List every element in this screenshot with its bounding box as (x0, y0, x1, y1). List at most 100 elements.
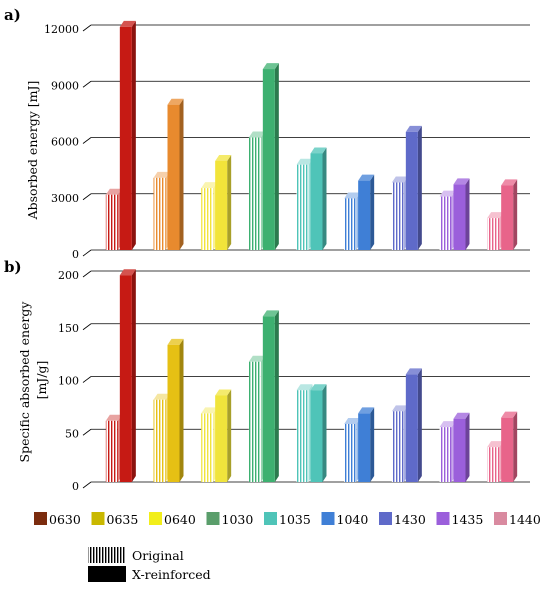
bar-0640-original (201, 407, 218, 482)
bar-top (248, 131, 265, 138)
legend-item-0640: 0640 (149, 512, 196, 527)
y-tick-label: 3000 (51, 192, 79, 205)
bar-side (370, 174, 375, 250)
y-tick-label: 0 (72, 480, 79, 493)
bar-front (105, 420, 118, 482)
bar-0630-original (105, 414, 122, 482)
bar-1035-original (296, 158, 313, 250)
bar-1435-original (439, 190, 456, 250)
legend-pattern-label: X-reinforced (132, 567, 211, 582)
y-tick-label: 150 (58, 322, 79, 335)
bar-top (344, 192, 361, 199)
legend-label: 0630 (49, 512, 81, 527)
bar-top (439, 190, 456, 197)
panel-b-ylabel: Specific absorbed energy [mJ/g] (17, 298, 49, 463)
bar-top (391, 405, 408, 412)
panel-b-yticks: 0 50 100 150 200 (58, 269, 79, 493)
bar-front (501, 185, 514, 250)
bar-front (358, 413, 371, 482)
y-tick-label: 100 (58, 375, 79, 388)
bar-top (153, 393, 170, 400)
bar-1035-x-reinforced (310, 384, 327, 482)
bar-1430-x-reinforced (405, 368, 422, 482)
bar-front (296, 164, 309, 250)
bar-front (105, 194, 118, 250)
bar-front (439, 427, 452, 482)
bar-front (153, 399, 166, 482)
bar-0630-x-reinforced (119, 20, 136, 250)
bar-top (501, 179, 518, 186)
legend-item-1035: 1035 (264, 512, 311, 527)
y-tick-label: 200 (58, 269, 79, 282)
bar-1040-original (344, 192, 361, 250)
y-tick-label: 12000 (44, 23, 79, 36)
legend-pattern-x-reinforced: X-reinforced (88, 566, 211, 582)
bar-top (501, 411, 518, 418)
bar-top (262, 63, 279, 70)
bar-side (227, 389, 232, 482)
bar-front (262, 316, 275, 482)
legend-item-1435: 1435 (436, 512, 483, 527)
panel-b-label: b) (4, 258, 22, 276)
bar-1440-original (487, 441, 504, 482)
bar-1030-x-reinforced (262, 310, 279, 482)
bar-top (296, 384, 313, 391)
bar-0640-x-reinforced (215, 389, 232, 482)
bar-1440-x-reinforced (501, 179, 518, 250)
bar-1040-original (344, 417, 361, 482)
bar-front (167, 344, 180, 482)
bar-0635-original (153, 393, 170, 482)
gridline-depth (82, 376, 92, 383)
legend-label: 1430 (394, 512, 426, 527)
bar-1040-x-reinforced (358, 174, 375, 250)
panel-b-ylabel-line2: [mJ/g] (34, 361, 49, 400)
bar-0640-original (201, 182, 218, 250)
bar-front (153, 177, 166, 250)
bar-side (131, 269, 136, 482)
bar-top (310, 147, 327, 154)
bar-top (201, 182, 218, 189)
bar-top (215, 154, 232, 161)
bar-top (105, 414, 122, 421)
bar-side (322, 147, 327, 250)
bar-side (370, 407, 375, 482)
bar-front (119, 26, 132, 250)
bar-front (487, 447, 500, 482)
bar-0630-original (105, 188, 122, 250)
bar-1030-original (248, 131, 265, 250)
bar-top (439, 421, 456, 428)
bar-front (344, 198, 357, 250)
bar-front (119, 275, 132, 482)
gridline-depth (82, 323, 92, 331)
bar-side (513, 411, 518, 482)
bar-0630-x-reinforced (119, 269, 136, 482)
bar-front (201, 413, 214, 482)
legend-item-1430: 1430 (379, 512, 426, 527)
legend-pattern-label: Original (132, 548, 184, 563)
gridline-depth (82, 24, 92, 32)
bar-side (417, 368, 422, 482)
bar-1035-x-reinforced (310, 147, 327, 250)
bar-front (405, 131, 418, 250)
bar-side (465, 178, 470, 250)
bar-1430-original (391, 176, 408, 250)
bar-front (501, 417, 514, 482)
gridline-depth (82, 193, 92, 201)
bar-top (153, 171, 170, 178)
legend-swatch (264, 512, 277, 525)
legend-swatch (34, 512, 47, 525)
legend-swatch (149, 512, 162, 525)
y-tick-label: 50 (65, 427, 79, 440)
bar-front (439, 196, 452, 250)
legend-label: 1440 (509, 512, 541, 527)
bar-top (405, 125, 422, 132)
gridline-depth (82, 270, 92, 278)
bar-top (391, 176, 408, 183)
bar-1030-x-reinforced (262, 63, 279, 250)
y-tick-label: 0 (72, 248, 79, 261)
bar-top (296, 158, 313, 165)
y-tick-label: 9000 (51, 79, 79, 92)
bar-0635-x-reinforced (167, 98, 184, 250)
bar-front (310, 153, 323, 250)
bar-top (453, 178, 470, 185)
